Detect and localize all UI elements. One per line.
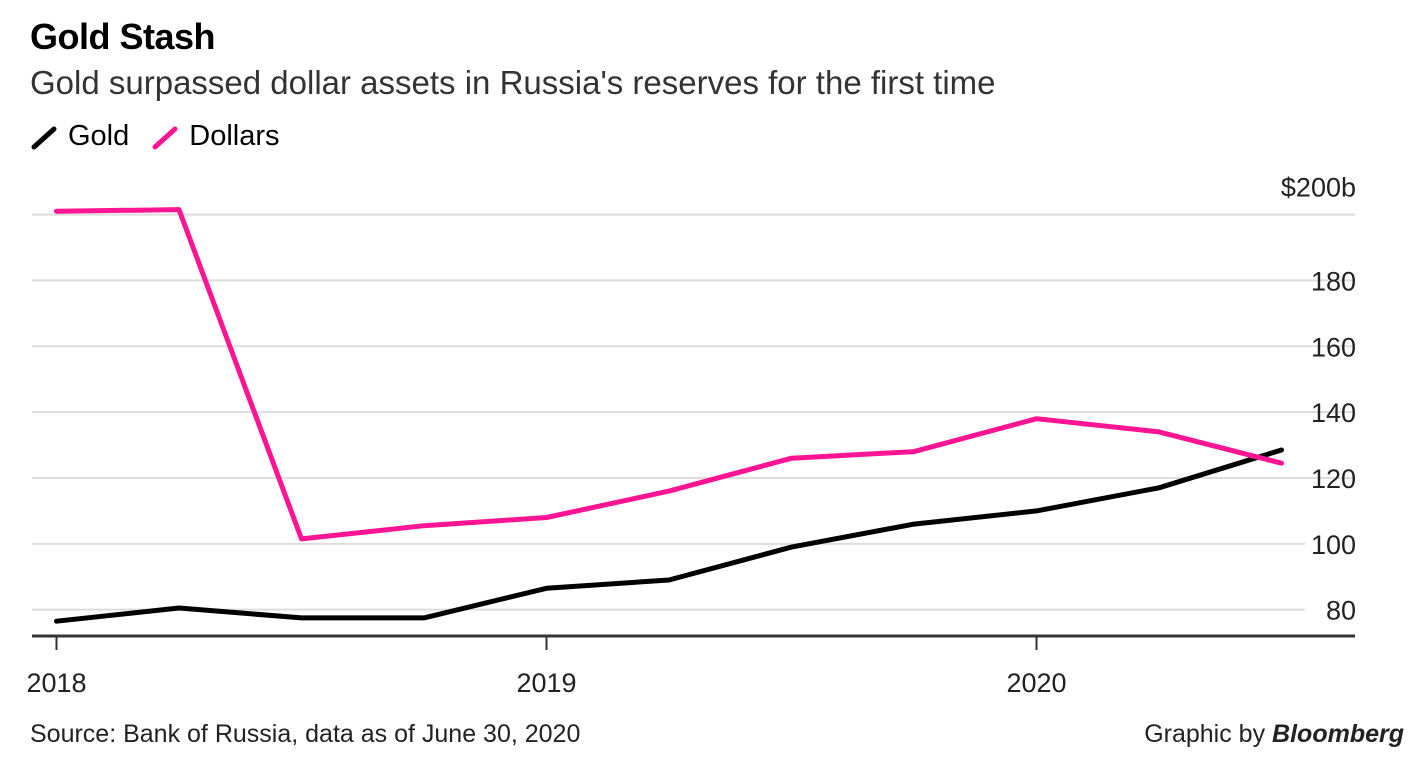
series-line-dollars xyxy=(54,207,1284,542)
credit: Graphic by Bloomberg xyxy=(1144,720,1404,749)
y-tick-label: 100 xyxy=(1311,530,1356,560)
legend-label-dollars: Dollars xyxy=(189,120,280,152)
series-line-gold xyxy=(54,447,1284,624)
legend-swatch-dollars-icon xyxy=(152,126,178,149)
x-tick-label: 2020 xyxy=(1006,668,1066,698)
legend-item-dollars: Dollars xyxy=(151,120,280,153)
y-tick-label: 160 xyxy=(1311,332,1356,362)
y-tick-label: 80 xyxy=(1326,596,1356,626)
chart-title: Gold Stash xyxy=(30,16,216,57)
y-tick-label: 120 xyxy=(1311,464,1356,494)
credit-prefix: Graphic by xyxy=(1144,720,1273,748)
chart-subtitle: Gold surpassed dollar assets in Russia's… xyxy=(30,64,996,101)
credit-brand: Bloomberg xyxy=(1272,720,1404,748)
source-note: Source: Bank of Russia, data as of June … xyxy=(30,720,581,748)
legend-item-gold: Gold xyxy=(30,120,129,153)
y-tick-label: 140 xyxy=(1311,398,1356,428)
y-tick-label: 180 xyxy=(1311,266,1356,296)
y-tick-label: $200b xyxy=(1281,173,1356,203)
legend: Gold Dollars xyxy=(30,120,302,153)
legend-label-gold: Gold xyxy=(68,120,130,152)
legend-swatch-gold-icon xyxy=(31,126,57,149)
x-tick-label: 2019 xyxy=(516,668,576,698)
x-tick-label: 2018 xyxy=(26,668,86,698)
